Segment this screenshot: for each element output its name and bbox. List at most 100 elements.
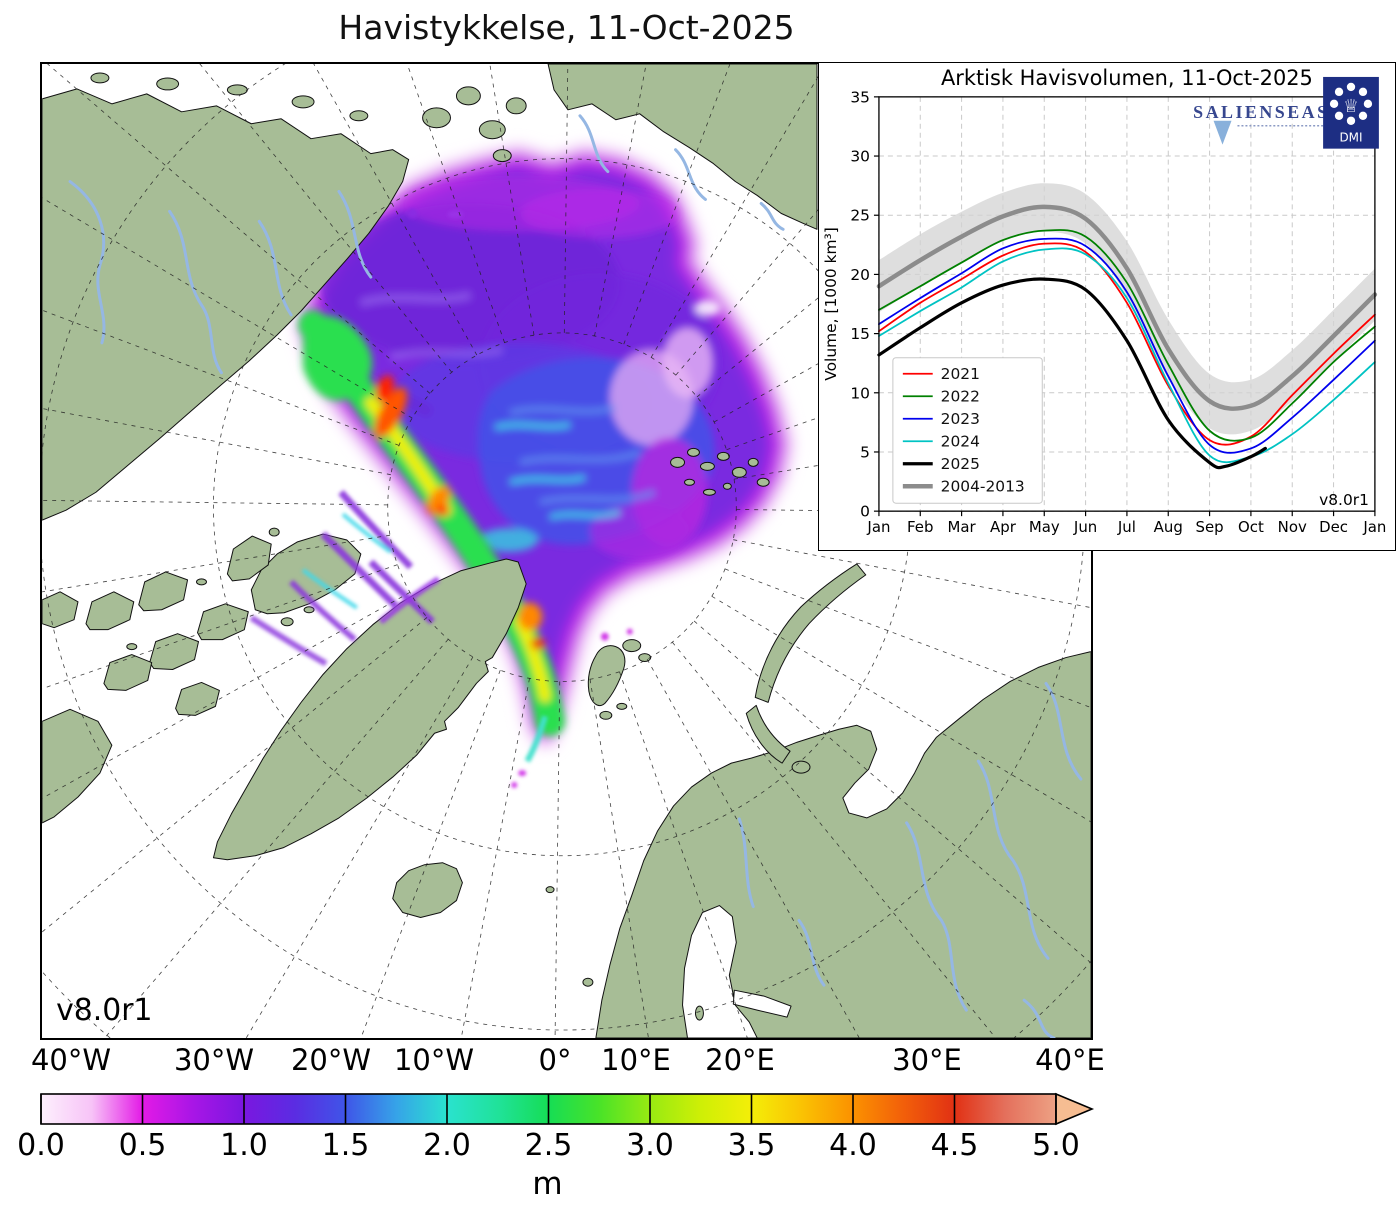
x-tick-label: Jun — [1073, 518, 1097, 536]
colorbar-tick-labels: 0.0 0.5 1.0 1.5 2.0 2.5 3.0 3.5 4.0 4.5 5.0 — [17, 1128, 1140, 1164]
longitude-axis-labels: 40°W 30°W 20°W 10°W 0° 10°E 20°E 30°E 40°E — [31, 1043, 1105, 1077]
landmass-vaygach — [791, 760, 811, 774]
landmass-franz-josef-land — [670, 447, 770, 496]
graticule-meridian — [650, 64, 827, 358]
graticule-meridian — [554, 681, 561, 1038]
x-tick-label: Jul — [1117, 518, 1136, 536]
graticule-meridian — [671, 641, 997, 1038]
lon-tick-label: 0° — [538, 1043, 572, 1077]
inset-title: Arktisk Havisvolumen, 11-Oct-2025 — [941, 66, 1313, 90]
series-line-2021 — [878, 242, 1376, 446]
landmass-shetland — [694, 1005, 704, 1021]
salienseas-wordmark: SALIENSEAS — [1193, 102, 1329, 122]
salienseas-arrow-icon — [1213, 120, 1232, 145]
x-tick-label: Sep — [1196, 518, 1224, 536]
map-svg: v8.0r1 — [42, 64, 1091, 1038]
graticule-meridian — [313, 64, 478, 356]
colorbar-tick-label: 2.5 — [524, 1128, 573, 1163]
lon-tick-label: 30°W — [173, 1043, 255, 1077]
legend-label-2021: 2021 — [941, 365, 980, 383]
colorbar-over-arrow — [1055, 1092, 1095, 1126]
graticule-meridian — [42, 499, 388, 506]
legend-label-2025: 2025 — [941, 455, 980, 473]
rivers-layer — [68, 114, 1083, 1038]
dmi-dot — [1358, 111, 1368, 120]
graticule-meridian — [42, 591, 411, 799]
colorbar-tick-label: 3.0 — [626, 1128, 674, 1163]
land-layer — [42, 64, 1091, 1038]
legend-label-2024: 2024 — [941, 433, 980, 451]
x-tick-label: Dec — [1319, 518, 1348, 536]
graticule-meridian — [199, 64, 453, 373]
x-tick-label: Jan — [1362, 518, 1386, 536]
x-tick-label: May — [1029, 518, 1060, 536]
dmi-logo: ♕ DMI — [1323, 76, 1379, 149]
baltic-sea — [682, 905, 758, 1038]
landmass-faroe — [582, 977, 594, 987]
dmi-dot — [1346, 116, 1356, 125]
lon-tick-label: 20°E — [705, 1043, 775, 1077]
volume-inset-chart: Jan Feb Mar Apr May Jun Jul Aug Sep Oct Nov Dec Jan … — [818, 62, 1396, 551]
graticule-meridian — [42, 197, 413, 419]
series-line-2022 — [878, 229, 1376, 442]
y-tick-label: 15 — [850, 325, 870, 343]
inset-ylabel: Volume, [1000 km³] — [822, 227, 840, 380]
colorbar-tick-label: 2.0 — [423, 1128, 471, 1163]
colorbar-tick-label: 4.0 — [829, 1128, 877, 1163]
legend-label-2004-2013: 2004-2013 — [941, 478, 1025, 496]
lon-tick-label: 20°W — [290, 1043, 372, 1077]
graticule-meridian — [623, 64, 731, 345]
thickness-colorbar — [40, 1090, 1140, 1135]
ice-interior-texture — [321, 175, 721, 560]
colorbar-tick-label: 0.0 — [17, 1128, 65, 1163]
graticule-meridian — [42, 617, 428, 933]
y-tick-label: 25 — [850, 207, 870, 225]
graticule-meridian — [47, 64, 431, 394]
graticule-meridian — [594, 64, 647, 337]
series-line-2004-2013 — [876, 204, 1378, 411]
series-line-2023 — [878, 237, 1376, 454]
y-tick-label: 5 — [860, 443, 870, 461]
y-tick-label: 20 — [850, 266, 870, 284]
colorbar-tick-label: 5.0 — [1032, 1128, 1080, 1163]
graticule-meridian — [406, 64, 505, 343]
dmi-dot — [1334, 111, 1344, 120]
lon-tick-label: 40°E — [1035, 1043, 1105, 1077]
chart-legend: 2021 2022 2023 2024 2025 2004-2013 — [892, 357, 1043, 504]
graticule-meridian — [675, 64, 945, 376]
series-line-2024 — [878, 247, 1376, 464]
graticule-meridian — [42, 564, 398, 690]
graticule-parallel — [387, 332, 737, 682]
graticule-meridian — [245, 656, 474, 1038]
landmass-severnaya-zemlya — [422, 86, 527, 163]
landmass-greenland — [212, 558, 527, 861]
graticule-meridian — [619, 671, 748, 1038]
landmass-canadian-archipelago — [42, 527, 362, 824]
landmass-novaya-zemlya-north — [754, 563, 867, 703]
legend-label-2023: 2023 — [941, 410, 980, 428]
channel-ice-layer — [249, 489, 548, 789]
graticule-meridian — [646, 659, 860, 1038]
graticule-meridian — [693, 620, 1091, 964]
y-tick-label: 35 — [850, 88, 870, 106]
graticule-meridian — [563, 64, 569, 333]
y-tick-label: 10 — [850, 384, 870, 402]
y-tick-label: 30 — [850, 148, 870, 166]
landmass-svalbard — [587, 639, 652, 720]
dmi-logo-dots — [1329, 82, 1373, 125]
graticule-meridian — [104, 638, 449, 1038]
dmi-dot — [1334, 87, 1344, 97]
inset-svg: Jan Feb Mar Apr May Jun Jul Aug Sep Oct Nov Dec Jan … — [822, 66, 1386, 536]
landmass-novaya-zemlya-south — [745, 704, 791, 764]
map-version-label: v8.0r1 — [56, 993, 152, 1028]
colorbar-tick-label: 0.5 — [118, 1128, 167, 1163]
landmass-siberia — [42, 88, 410, 521]
landmass-siberia-east — [547, 64, 818, 230]
graticule-meridian — [589, 679, 649, 1038]
colorbar-tick-label: 3.5 — [727, 1128, 776, 1163]
x-tick-label: Feb — [907, 518, 933, 536]
x-tick-label: Jan — [866, 518, 890, 536]
y-tick-label: 0 — [860, 503, 870, 521]
thick-ice-coastal-band — [298, 309, 566, 737]
